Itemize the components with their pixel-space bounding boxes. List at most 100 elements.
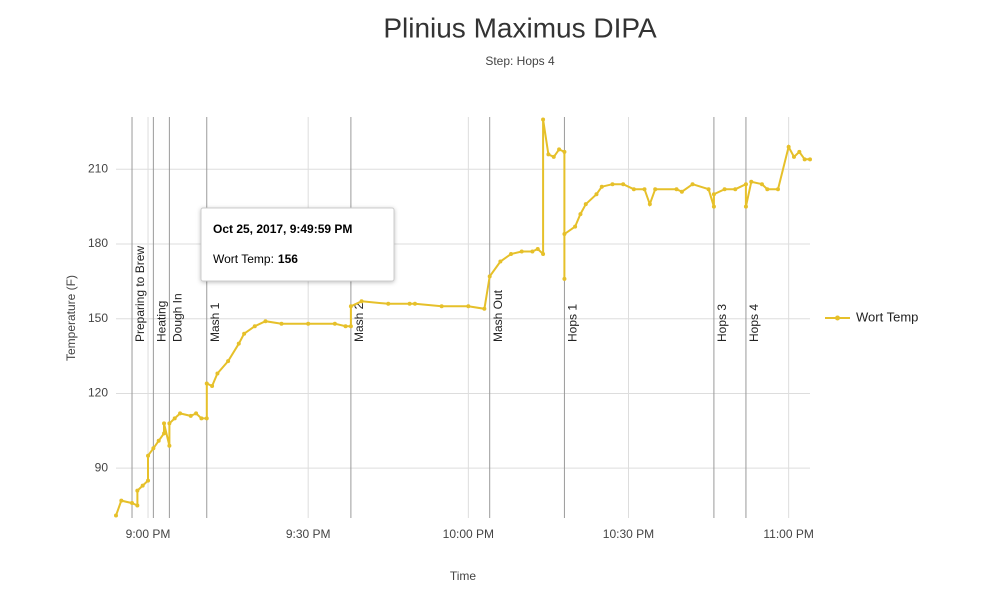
data-point <box>594 192 599 197</box>
data-point <box>119 498 124 503</box>
data-point <box>647 202 652 207</box>
chart-title: Plinius Maximus DIPA <box>383 12 657 43</box>
data-point <box>263 319 268 324</box>
data-point <box>348 304 353 309</box>
step-label: Mash 1 <box>208 302 222 342</box>
data-point <box>797 149 802 154</box>
data-point <box>130 501 135 506</box>
data-point <box>210 383 215 388</box>
data-point <box>583 202 588 207</box>
data-point <box>706 187 711 192</box>
y-tick-label: 120 <box>88 386 108 400</box>
legend-marker <box>835 315 840 321</box>
tooltip-body: Wort Temp: 156 <box>213 252 298 266</box>
overlay: Oct 25, 2017, 9:49:59 PM Wort Temp: 156 <box>200 207 395 282</box>
data-point <box>791 154 796 159</box>
data-point <box>775 187 780 192</box>
y-tick-label: 180 <box>88 236 108 250</box>
data-point <box>172 416 177 421</box>
data-point <box>541 117 546 122</box>
data-point <box>610 182 615 187</box>
data-point <box>156 438 161 443</box>
tooltip-label: Wort Temp: <box>213 252 274 266</box>
y-tick-label: 90 <box>95 460 109 474</box>
x-tick-label: 10:00 PM <box>443 527 494 541</box>
y-tick-label: 150 <box>88 311 108 325</box>
data-point <box>679 189 684 194</box>
data-point <box>631 187 636 192</box>
data-point <box>199 416 204 421</box>
data-point <box>621 182 626 187</box>
data-point <box>743 182 748 187</box>
data-point <box>573 224 578 229</box>
x-tick-label: 9:00 PM <box>126 527 171 541</box>
data-point <box>204 416 209 421</box>
step-label: Preparing to Brew <box>133 246 147 342</box>
data-point <box>509 251 514 256</box>
data-point <box>743 204 748 209</box>
data-point <box>359 299 364 304</box>
plot-area: 90 120 150 180 210 9:00 PM 9:30 PM 10:00 PM 10:3… <box>88 117 918 541</box>
data-point <box>642 187 647 192</box>
step-label: Hops 3 <box>715 304 729 342</box>
data-point <box>722 187 727 192</box>
data-point <box>279 321 284 326</box>
data-point <box>386 301 391 306</box>
tooltip-box <box>200 207 395 282</box>
data-point <box>519 249 524 254</box>
chart-subtitle: Step: Hops 4 <box>485 54 555 68</box>
x-axis-title: Time <box>450 569 477 583</box>
data-point <box>749 179 754 184</box>
x-tick-label: 10:30 PM <box>603 527 654 541</box>
data-point <box>599 184 604 189</box>
tooltip-title: Oct 25, 2017, 9:49:59 PM <box>213 222 352 236</box>
data-point <box>226 359 231 364</box>
data-point <box>252 324 257 329</box>
step-label: Hops 4 <box>747 304 761 342</box>
data-point <box>786 144 791 149</box>
data-point <box>653 187 658 192</box>
data-point <box>557 147 562 152</box>
data-point <box>562 276 567 281</box>
data-point <box>306 321 311 326</box>
data-point <box>562 232 567 237</box>
data-point <box>802 157 807 162</box>
data-point <box>466 304 471 309</box>
data-point <box>765 187 770 192</box>
data-point <box>146 453 151 458</box>
step-label: Mash Out <box>491 289 505 342</box>
legend-label: Wort Temp <box>856 309 918 324</box>
data-point <box>348 324 353 329</box>
data-point <box>135 503 140 508</box>
data-point <box>162 431 167 436</box>
data-point <box>236 341 241 346</box>
x-tick-label: 9:30 PM <box>286 527 331 541</box>
data-point <box>535 247 540 252</box>
data-point <box>167 421 172 426</box>
data-point <box>140 483 145 488</box>
data-point <box>146 478 151 483</box>
data-point <box>188 413 193 418</box>
data-point <box>487 274 492 279</box>
data-point <box>332 321 337 326</box>
data-point <box>439 304 444 309</box>
data-point <box>215 371 220 376</box>
y-tick-label: 210 <box>88 161 108 175</box>
y-axis-title: Temperature (F) <box>64 275 78 361</box>
data-point <box>343 324 348 329</box>
data-point <box>407 301 412 306</box>
data-point <box>114 513 118 518</box>
data-point <box>546 152 551 157</box>
step-label: Mash 2 <box>352 302 366 342</box>
data-point <box>690 182 695 187</box>
data-point <box>204 381 209 386</box>
data-point <box>541 251 546 256</box>
step-label: Heating <box>155 301 169 342</box>
data-point <box>162 421 167 426</box>
x-tick-label: 11:00 PM <box>763 527 813 541</box>
data-point <box>167 443 172 448</box>
data-point <box>194 411 199 416</box>
data-point <box>242 331 247 336</box>
data-point <box>711 204 716 209</box>
